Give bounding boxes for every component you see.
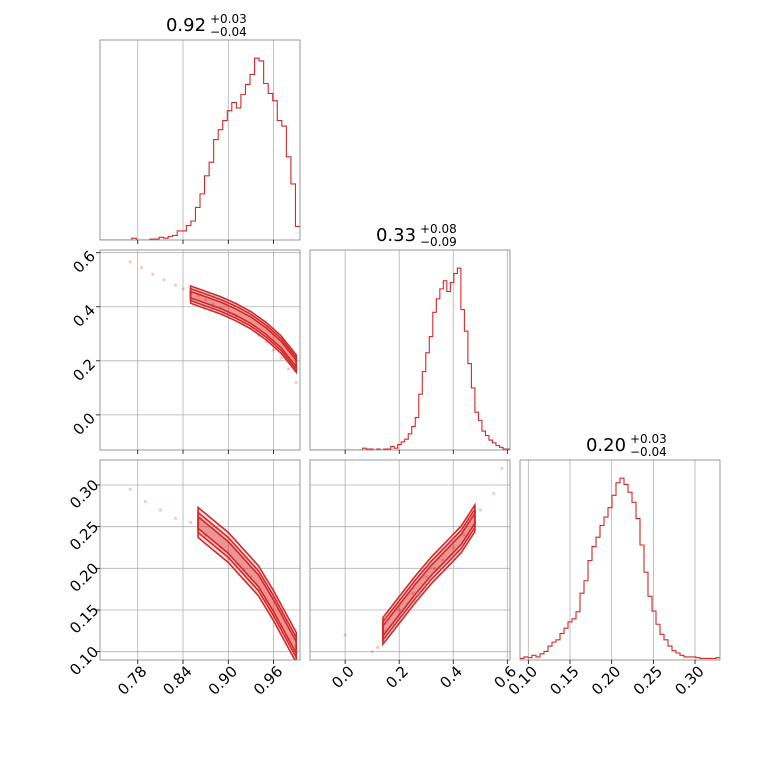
panel-frame bbox=[99, 459, 301, 661]
contour-level bbox=[382, 510, 476, 639]
scatter-point bbox=[492, 491, 496, 495]
grid-lines bbox=[527, 460, 696, 660]
scatter-point bbox=[151, 272, 155, 276]
scatter-point bbox=[162, 278, 166, 282]
histogram-p0 bbox=[100, 57, 300, 240]
grid-lines bbox=[344, 250, 508, 450]
x-tick-label: 0.20 bbox=[588, 662, 624, 698]
x-tick-label: 0.2 bbox=[382, 662, 412, 692]
scatter-point bbox=[271, 348, 276, 352]
panel-frame bbox=[519, 459, 721, 661]
scatter-point bbox=[173, 283, 178, 287]
title-value: 0.33 bbox=[376, 225, 416, 246]
panel-frame bbox=[309, 459, 511, 661]
histogram-p1 bbox=[310, 267, 510, 450]
y-tick-label: 0.20 bbox=[66, 559, 102, 595]
y-tick-label: 0.0 bbox=[69, 409, 99, 439]
title-lower-error: −0.04 bbox=[210, 25, 247, 39]
contour-level bbox=[189, 287, 298, 372]
scatter-point bbox=[411, 591, 415, 595]
scatter-point bbox=[451, 545, 455, 550]
contour-group bbox=[197, 505, 298, 660]
scatter-point bbox=[287, 367, 291, 371]
scatter-point bbox=[478, 508, 482, 512]
scatter-point bbox=[173, 516, 178, 520]
y-tick-label: 0.30 bbox=[66, 476, 102, 512]
x-tick-label: 0.15 bbox=[546, 662, 582, 698]
panel-frame bbox=[99, 249, 301, 451]
scatter-point bbox=[158, 508, 162, 512]
y-tick-label: 0.6 bbox=[69, 247, 99, 277]
scatter-point bbox=[500, 466, 504, 470]
scatter-point bbox=[370, 650, 374, 654]
x-tick-label: 0.84 bbox=[159, 662, 195, 698]
panel-frame bbox=[309, 249, 511, 451]
scatter-group bbox=[128, 260, 298, 385]
scatter-point bbox=[181, 287, 185, 291]
scatter-point bbox=[424, 575, 428, 579]
grid-lines bbox=[100, 250, 300, 450]
x-tick-label: 0.4 bbox=[436, 662, 466, 692]
scatter-point bbox=[204, 298, 208, 302]
scatter-point bbox=[188, 520, 193, 525]
contour-level bbox=[197, 505, 298, 660]
title-upper-error: +0.08 bbox=[420, 222, 457, 236]
y-tick-label: 0.25 bbox=[66, 518, 102, 554]
scatter-point bbox=[143, 500, 147, 504]
scatter-point bbox=[128, 260, 132, 264]
scatter-point bbox=[139, 265, 144, 270]
x-tick-label: 0.78 bbox=[114, 662, 150, 698]
scatter-group bbox=[343, 466, 504, 654]
scatter-point bbox=[343, 633, 347, 637]
contour-level bbox=[189, 290, 298, 370]
x-tick-label: 0.90 bbox=[205, 662, 241, 698]
x-tick-label: 0.96 bbox=[250, 662, 286, 698]
contour-group bbox=[189, 284, 298, 375]
title-value: 0.92 bbox=[166, 15, 206, 36]
title-lower-error: −0.09 bbox=[420, 235, 457, 249]
scatter-point bbox=[279, 356, 283, 360]
x-tick-label: 0.0 bbox=[328, 662, 358, 692]
y-tick-label: 0.2 bbox=[69, 355, 99, 385]
scatter-point bbox=[375, 645, 380, 650]
grid-lines bbox=[137, 40, 274, 240]
grid-lines bbox=[310, 460, 510, 660]
y-tick-label: 0.4 bbox=[69, 301, 99, 331]
contour-group bbox=[382, 502, 476, 647]
title-value: 0.20 bbox=[586, 435, 626, 456]
y-tick-label: 0.10 bbox=[66, 643, 102, 679]
x-tick-label: 0.30 bbox=[671, 662, 707, 698]
title-upper-error: +0.03 bbox=[630, 432, 667, 446]
scatter-point bbox=[440, 558, 445, 562]
title-lower-error: −0.04 bbox=[630, 445, 667, 459]
contour-level bbox=[197, 514, 298, 654]
title-upper-error: +0.03 bbox=[210, 12, 247, 26]
scatter-point bbox=[397, 608, 401, 612]
y-tick-label: 0.15 bbox=[66, 601, 102, 637]
histogram-p2 bbox=[520, 477, 720, 660]
scatter-point bbox=[432, 566, 436, 570]
scatter-point bbox=[462, 533, 466, 537]
scatter-point bbox=[128, 487, 132, 491]
scatter-point bbox=[294, 380, 298, 385]
panel-frame bbox=[99, 39, 301, 241]
x-tick-label: 0.25 bbox=[630, 662, 666, 698]
